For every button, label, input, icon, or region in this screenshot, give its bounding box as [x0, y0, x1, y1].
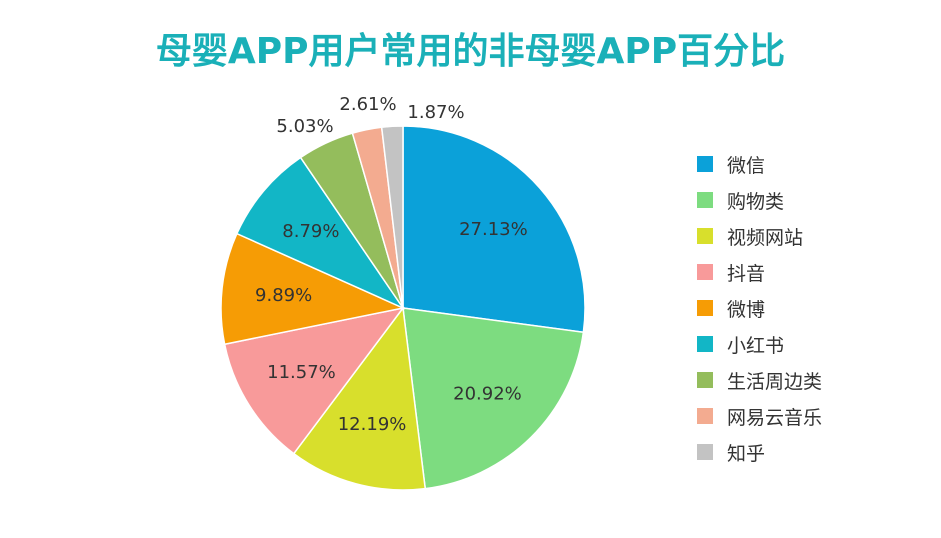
legend-label: 抖音 — [727, 262, 766, 285]
legend-label: 微信 — [727, 154, 766, 177]
legend-item: 微博 — [697, 290, 822, 326]
chart-title: 母婴APP用户常用的非母婴APP百分比 — [155, 31, 786, 72]
pie-slice-5 — [235, 156, 406, 310]
pie-slice-0 — [402, 125, 586, 334]
legend-swatch — [697, 300, 713, 316]
legend-item: 生活周边类 — [697, 362, 822, 398]
pie-slice-4 — [220, 232, 406, 346]
data-label: 1.87% — [407, 102, 464, 123]
legend-swatch — [697, 228, 713, 244]
legend-item: 知乎 — [697, 434, 822, 470]
data-label: 12.19% — [338, 414, 407, 435]
legend-swatch — [697, 444, 713, 460]
legend: 微信购物类视频网站抖音微博小红书生活周边类网易云音乐知乎 — [697, 146, 822, 470]
legend-label: 购物类 — [727, 190, 785, 213]
pie-slice-1 — [402, 307, 585, 490]
legend-item: 小红书 — [697, 326, 822, 362]
legend-label: 视频网站 — [727, 226, 804, 249]
legend-label: 微博 — [727, 298, 766, 321]
legend-item: 视频网站 — [697, 218, 822, 254]
data-label: 8.79% — [282, 221, 339, 242]
legend-item: 微信 — [697, 146, 822, 182]
legend-swatch — [697, 192, 713, 208]
pie-slice-3 — [223, 306, 405, 455]
data-label: 11.57% — [267, 362, 336, 383]
data-label: 27.13% — [459, 219, 528, 240]
legend-swatch — [697, 336, 713, 352]
data-label: 5.03% — [276, 116, 333, 137]
data-label: 20.92% — [453, 383, 522, 404]
legend-item: 购物类 — [697, 182, 822, 218]
legend-item: 网易云音乐 — [697, 398, 822, 434]
legend-swatch — [697, 264, 713, 280]
legend-label: 网易云音乐 — [727, 406, 823, 429]
legend-label: 知乎 — [727, 442, 766, 465]
pie-slice-2 — [292, 306, 427, 491]
legend-label: 小红书 — [727, 334, 785, 357]
pie-slice-8 — [380, 125, 404, 309]
legend-swatch — [697, 372, 713, 388]
legend-swatch — [697, 408, 713, 424]
data-label: 2.61% — [339, 94, 396, 115]
legend-label: 生活周边类 — [727, 370, 823, 393]
legend-item: 抖音 — [697, 254, 822, 290]
data-label: 9.89% — [255, 285, 312, 306]
legend-swatch — [697, 156, 713, 172]
